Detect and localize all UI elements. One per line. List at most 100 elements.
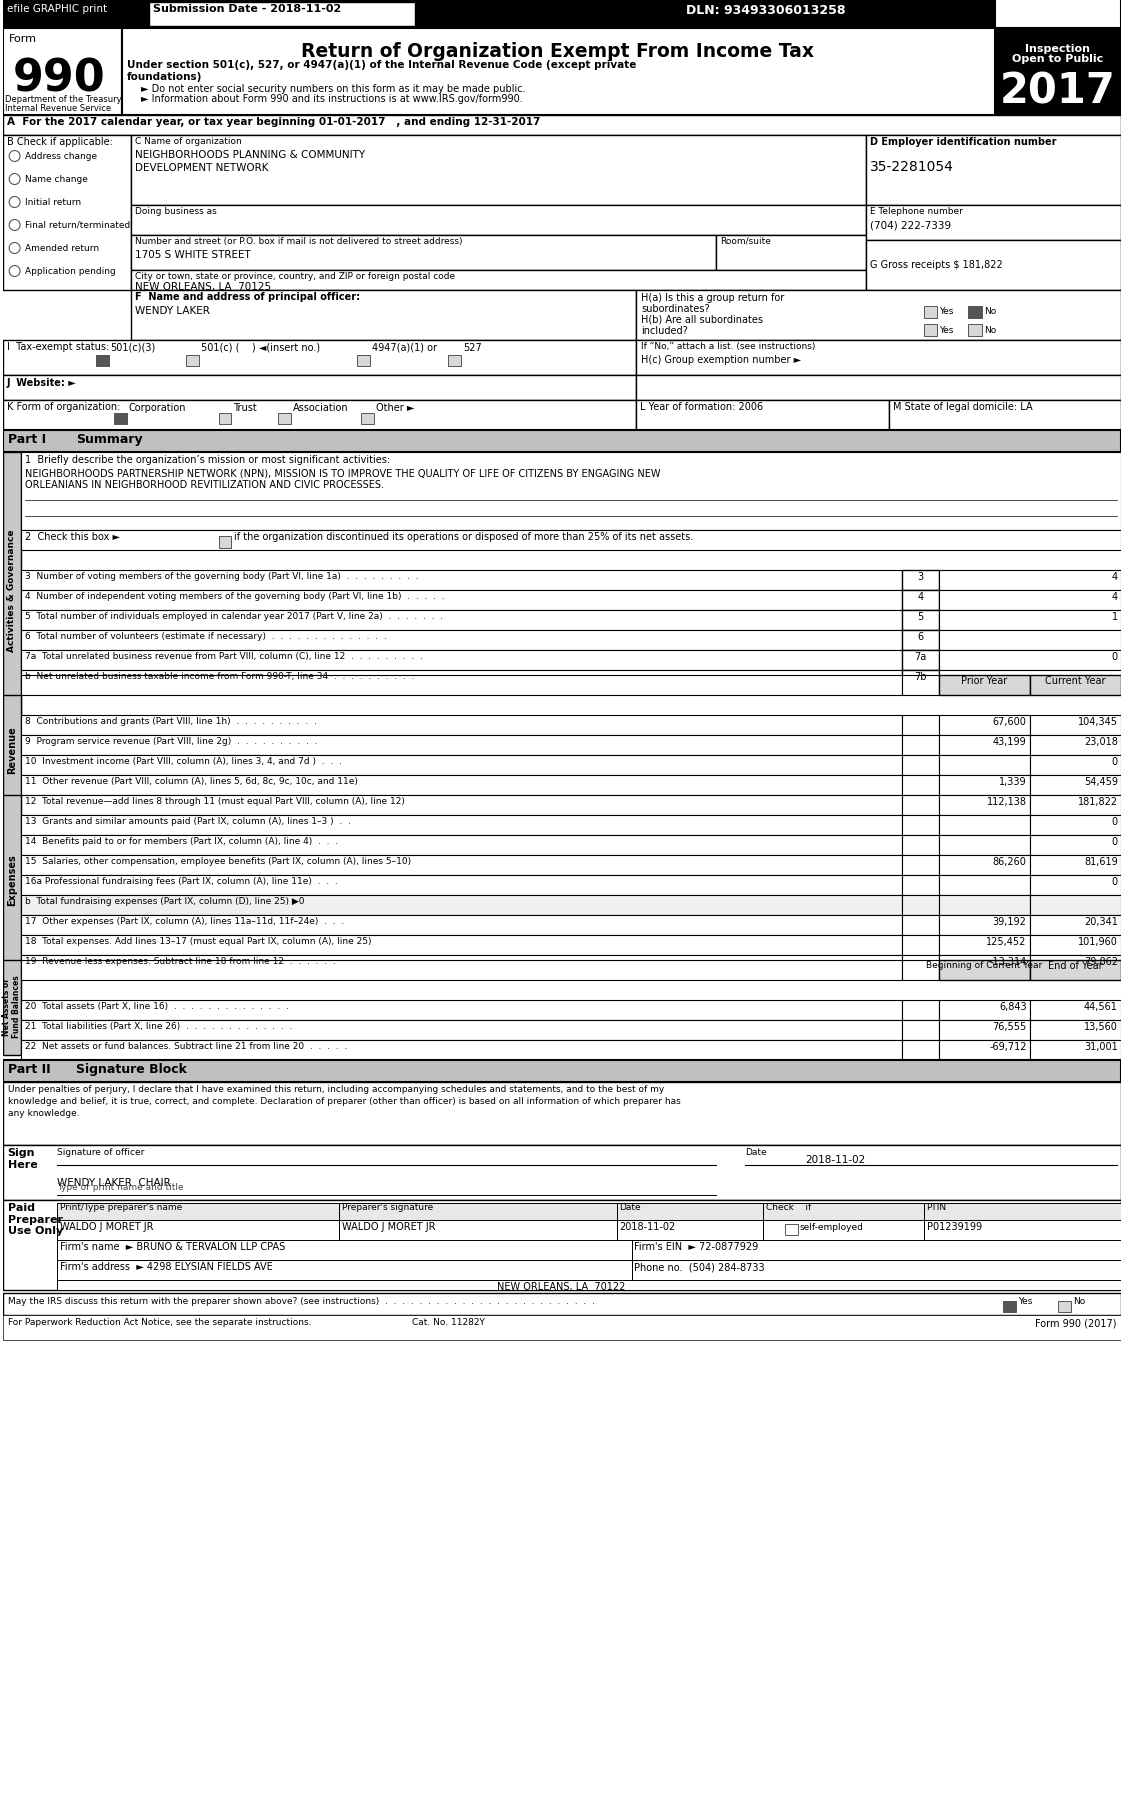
- Bar: [20, 631, 902, 651]
- Bar: [902, 915, 939, 935]
- Text: May the IRS discuss this return with the preparer shown above? (see instructions: May the IRS discuss this return with the…: [8, 1297, 595, 1306]
- Bar: [219, 535, 231, 548]
- Text: Phone no.  (504) 284-8733: Phone no. (504) 284-8733: [634, 1261, 765, 1272]
- Bar: [902, 896, 939, 915]
- Bar: [902, 631, 939, 651]
- Bar: [1030, 1020, 1121, 1040]
- Bar: [2, 0, 1121, 29]
- Bar: [20, 815, 902, 834]
- Text: Form 990 (2017): Form 990 (2017): [1035, 1317, 1117, 1328]
- Bar: [1030, 735, 1121, 755]
- Bar: [2, 1294, 1121, 1315]
- Text: Number and street (or P.O. box if mail is not delivered to street address): Number and street (or P.O. box if mail i…: [135, 238, 463, 247]
- Text: efile GRAPHIC print: efile GRAPHIC print: [7, 4, 107, 14]
- Bar: [20, 715, 902, 735]
- Bar: [20, 452, 1121, 530]
- Text: H(a) Is this a group return for: H(a) Is this a group return for: [641, 294, 785, 303]
- Text: Open to Public: Open to Public: [1012, 54, 1103, 65]
- Bar: [1030, 795, 1121, 815]
- Text: NEW ORLEANS, LA  70125: NEW ORLEANS, LA 70125: [135, 281, 272, 292]
- Text: 6: 6: [918, 633, 924, 642]
- Bar: [58, 1220, 340, 1240]
- Text: 20  Total assets (Part X, line 16)  .  .  .  .  .  .  .  .  .  .  .  .  .  .: 20 Total assets (Part X, line 16) . . . …: [25, 1002, 288, 1011]
- Bar: [2, 1200, 1121, 1290]
- Bar: [131, 234, 716, 270]
- Bar: [902, 775, 939, 795]
- Bar: [939, 775, 1030, 795]
- Circle shape: [9, 151, 20, 162]
- Bar: [902, 1040, 939, 1060]
- Text: Corporation: Corporation: [129, 404, 186, 413]
- Text: For Paperwork Reduction Act Notice, see the separate instructions.: For Paperwork Reduction Act Notice, see …: [8, 1317, 312, 1326]
- Text: Firm's address  ► 4298 ELYSIAN FIELDS AVE: Firm's address ► 4298 ELYSIAN FIELDS AVE: [60, 1261, 273, 1272]
- Circle shape: [9, 265, 20, 276]
- Text: NEIGHBORHOODS PARTNERSHIP NETWORK (NPN), MISSION IS TO IMPROVE THE QUALITY OF LI: NEIGHBORHOODS PARTNERSHIP NETWORK (NPN),…: [25, 469, 660, 478]
- Text: b  Net unrelated business taxable income from Form 990-T, line 34  .  .  .  .  .: b Net unrelated business taxable income …: [25, 672, 414, 681]
- Bar: [939, 611, 1121, 631]
- Text: H(c) Group exemption number ►: H(c) Group exemption number ►: [641, 355, 802, 366]
- Bar: [2, 29, 122, 115]
- Text: F  Name and address of principal officer:: F Name and address of principal officer:: [135, 292, 360, 303]
- Bar: [20, 935, 902, 955]
- Text: No: No: [984, 306, 996, 315]
- Bar: [1030, 915, 1121, 935]
- Bar: [939, 960, 1030, 980]
- Text: 112,138: 112,138: [987, 796, 1026, 807]
- Circle shape: [9, 243, 20, 254]
- Text: any knowledge.: any knowledge.: [8, 1108, 79, 1117]
- Bar: [995, 0, 1121, 29]
- Text: H(b) Are all subordinates: H(b) Are all subordinates: [641, 315, 763, 324]
- Text: G Gross receipts $ 181,822: G Gross receipts $ 181,822: [870, 259, 1003, 270]
- Text: Paid
Preparer
Use Only: Paid Preparer Use Only: [8, 1204, 63, 1236]
- Text: Preparer's signature: Preparer's signature: [342, 1204, 434, 1213]
- Bar: [20, 834, 902, 854]
- Bar: [969, 324, 982, 335]
- Text: Sign
Here: Sign Here: [8, 1148, 37, 1169]
- Text: (704) 222-7339: (704) 222-7339: [870, 220, 952, 231]
- Bar: [902, 1020, 939, 1040]
- Text: No: No: [984, 326, 996, 335]
- Text: Summary: Summary: [76, 432, 142, 447]
- Bar: [278, 413, 291, 423]
- Bar: [939, 589, 1121, 611]
- Bar: [1030, 955, 1121, 975]
- Text: 35-2281054: 35-2281054: [870, 160, 954, 175]
- Text: Other ►: Other ►: [376, 404, 414, 413]
- Text: self-employed: self-employed: [799, 1224, 864, 1233]
- Text: Yes: Yes: [1017, 1297, 1032, 1306]
- Text: 22  Net assets or fund balances. Subtract line 21 from line 20  .  .  .  .  .: 22 Net assets or fund balances. Subtract…: [25, 1042, 347, 1051]
- Bar: [939, 670, 1121, 690]
- Text: Final return/terminated: Final return/terminated: [25, 222, 130, 231]
- Text: ORLEANIANS IN NEIGHBORHOOD REVITILIZATION AND CIVIC PROCESSES.: ORLEANIANS IN NEIGHBORHOOD REVITILIZATIO…: [25, 479, 384, 490]
- Bar: [20, 915, 902, 935]
- Text: Name change: Name change: [25, 175, 87, 184]
- Bar: [939, 631, 1121, 651]
- Bar: [1030, 775, 1121, 795]
- Text: 7a: 7a: [914, 652, 927, 661]
- Bar: [131, 205, 866, 234]
- Text: 8  Contributions and grants (Part VIII, line 1h)  .  .  .  .  .  .  .  .  .  .: 8 Contributions and grants (Part VIII, l…: [25, 717, 316, 726]
- Text: No: No: [1074, 1297, 1085, 1306]
- Text: 76,555: 76,555: [992, 1022, 1026, 1033]
- Text: 4  Number of independent voting members of the governing body (Part VI, line 1b): 4 Number of independent voting members o…: [25, 593, 444, 602]
- Text: 81,619: 81,619: [1084, 858, 1118, 867]
- Text: subordinates?: subordinates?: [641, 305, 710, 314]
- Text: K Form of organization:: K Form of organization:: [7, 402, 120, 413]
- Text: D Employer identification number: D Employer identification number: [870, 137, 1057, 148]
- Bar: [1030, 715, 1121, 735]
- Text: ► Do not enter social security numbers on this form as it may be made public.: ► Do not enter social security numbers o…: [141, 85, 526, 94]
- Text: WENDY LAKER: WENDY LAKER: [135, 306, 210, 315]
- Text: Net Assets or
Fund Balances: Net Assets or Fund Balances: [2, 975, 21, 1038]
- Text: J  Website: ►: J Website: ►: [7, 378, 77, 387]
- Text: 501(c) (    ) ◄(insert no.): 501(c) ( ) ◄(insert no.): [201, 342, 320, 353]
- Text: Application pending: Application pending: [25, 267, 115, 276]
- Bar: [939, 1000, 1030, 1020]
- Text: knowledge and belief, it is true, correct, and complete. Declaration of preparer: knowledge and belief, it is true, correc…: [8, 1097, 681, 1106]
- Bar: [866, 240, 1121, 290]
- Text: 181,822: 181,822: [1077, 796, 1118, 807]
- Text: -13,314: -13,314: [989, 957, 1026, 968]
- Bar: [20, 1040, 902, 1060]
- Text: 11  Other revenue (Part VIII, column (A), lines 5, 6d, 8c, 9c, 10c, and 11e): 11 Other revenue (Part VIII, column (A),…: [25, 777, 358, 786]
- Bar: [939, 1040, 1030, 1060]
- Text: 13,560: 13,560: [1084, 1022, 1118, 1033]
